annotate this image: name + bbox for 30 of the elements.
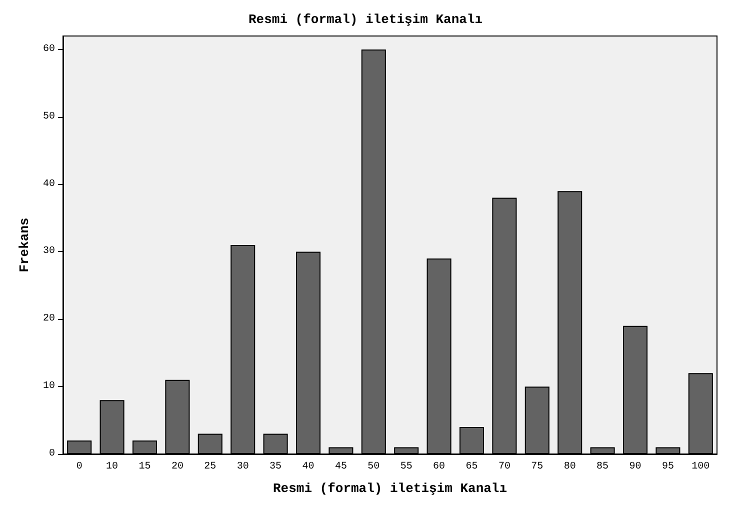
y-tick-label: 40 xyxy=(42,178,55,190)
x-tick-label: 100 xyxy=(692,462,710,472)
x-tick-label: 45 xyxy=(334,462,347,472)
x-axis-title: Resmi (formal) iletişim Kanalı xyxy=(272,481,508,496)
x-tick-label: 85 xyxy=(596,462,609,472)
chart-title: Resmi (formal) iletişim Kanalı xyxy=(248,12,483,27)
x-tick-label: 65 xyxy=(466,462,478,472)
x-tick-label: 75 xyxy=(531,462,544,472)
x-tick-label: 60 xyxy=(433,462,446,472)
y-tick-label: 0 xyxy=(48,448,55,460)
x-tick-label: 10 xyxy=(106,462,118,472)
y-axis-title: Frekans xyxy=(17,217,32,272)
x-tick-label: 80 xyxy=(564,462,576,472)
y-tick-label: 20 xyxy=(42,314,55,325)
x-tick-label: 20 xyxy=(171,462,184,472)
x-tick-label: 0 xyxy=(76,462,82,472)
x-tick-label: 70 xyxy=(498,462,510,472)
x-tick-label: 15 xyxy=(138,462,151,472)
x-tick-label: 35 xyxy=(270,462,282,472)
x-tick-label: 30 xyxy=(236,462,249,472)
y-tick-label: 30 xyxy=(42,246,55,258)
x-tick-label: 55 xyxy=(400,462,412,472)
x-tick-label: 90 xyxy=(629,462,642,472)
y-tick-label: 60 xyxy=(42,44,55,55)
y-tick-label: 50 xyxy=(42,111,55,122)
y-tick-label: 10 xyxy=(42,381,55,392)
x-tick-label: 95 xyxy=(662,462,674,472)
x-tick-label: 40 xyxy=(302,462,314,472)
x-tick-label: 25 xyxy=(204,462,216,472)
x-tick-label: 50 xyxy=(368,462,380,472)
